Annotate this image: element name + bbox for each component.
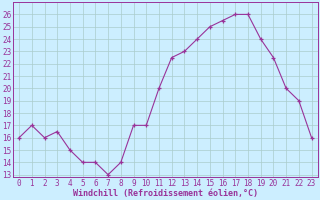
X-axis label: Windchill (Refroidissement éolien,°C): Windchill (Refroidissement éolien,°C)	[73, 189, 258, 198]
